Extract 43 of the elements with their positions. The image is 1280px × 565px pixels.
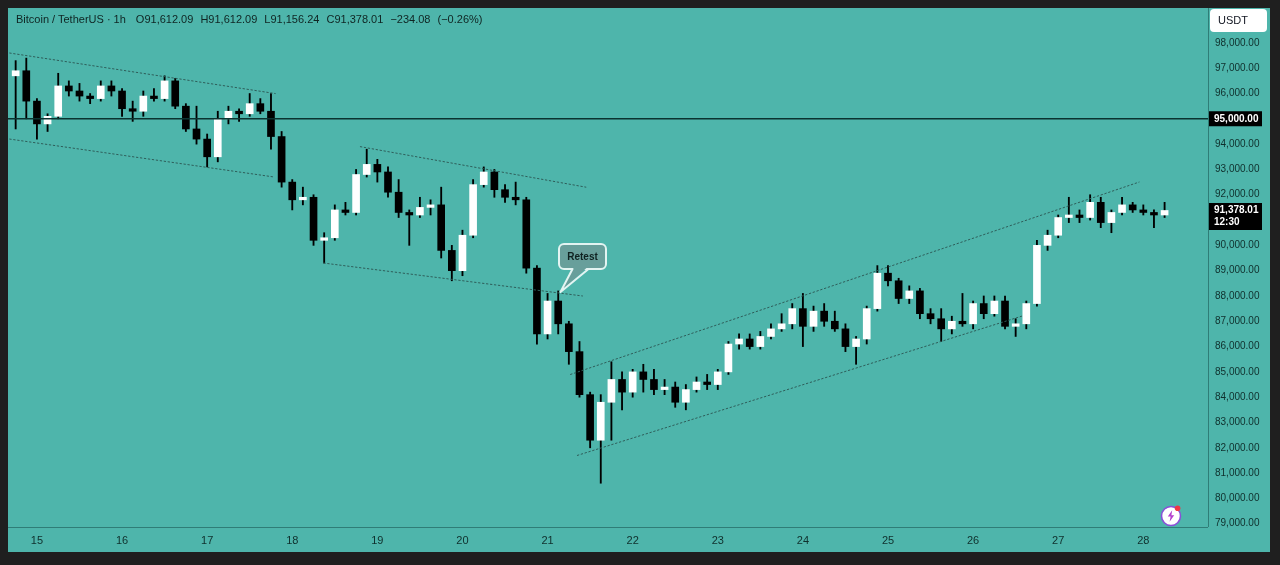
- text: 91,378.01 12:30: [1214, 204, 1259, 228]
- x-tick-label: 19: [371, 533, 384, 546]
- y-tick-label: 80,000.00: [1215, 492, 1260, 504]
- x-tick-label: 28: [1137, 533, 1150, 546]
- y-tick-label: 82,000.00: [1215, 441, 1260, 453]
- candlestick: [1065, 196, 1073, 223]
- chart-subtitle: O91,612.09 H91,612.09 L91,156.24 C91,378.01 −234.08 (−0.26%): [135, 13, 483, 25]
- x-tick-label: 16: [115, 533, 129, 546]
- y-tick-label: 93,000.00: [1215, 163, 1260, 175]
- x-tick-label: 17: [201, 533, 214, 546]
- x-tick-label: 23: [711, 533, 724, 546]
- y-tick-label: 87,000.00: [1215, 315, 1260, 327]
- y-tick-label: 89,000.00: [1215, 264, 1260, 276]
- y-tick-label: 85,000.00: [1215, 365, 1260, 377]
- x-tick-label: 22: [626, 533, 639, 546]
- x-tick-label: 15: [30, 533, 44, 546]
- y-tick-label: 86,000.00: [1215, 340, 1260, 352]
- annotation: Retest: [558, 243, 607, 270]
- candlestick: [405, 209, 414, 246]
- y-tick-label: 88,000.00: [1215, 289, 1260, 301]
- y-tick-label: 79,000.00: [1215, 517, 1260, 529]
- y-tick-label: 98,000.00: [1215, 36, 1260, 48]
- x-tick-label: 27: [1052, 533, 1065, 546]
- y-tick-label: 94,000.00: [1215, 137, 1260, 149]
- x-tick-label: 24: [796, 533, 810, 546]
- y-tick-label: 90,000.00: [1215, 239, 1260, 251]
- x-tick-label: 21: [541, 533, 554, 546]
- y-tick-label: 84,000.00: [1215, 390, 1260, 402]
- candlestick: [320, 232, 328, 264]
- x-tick-label: 26: [966, 533, 980, 546]
- y-tick-label: 83,000.00: [1215, 416, 1260, 428]
- y-tick-label: 92,000.00: [1215, 188, 1260, 200]
- y-tick-label: 81,000.00: [1215, 466, 1260, 478]
- x-tick-label: 18: [286, 533, 299, 546]
- x-tick-label: 20: [456, 533, 469, 546]
- chart-title: Bitcoin / TetherUS · 1h: [16, 13, 126, 25]
- y-tick-label: 96,000.00: [1215, 87, 1260, 99]
- x-tick-label: 25: [881, 533, 895, 546]
- candlestick: [11, 60, 20, 130]
- candlestick: [703, 374, 711, 390]
- y-axis-title: USDT: [1210, 9, 1267, 32]
- y-tick-label: 97,000.00: [1215, 61, 1260, 73]
- ref-line-label: 95,000.00: [1214, 112, 1259, 124]
